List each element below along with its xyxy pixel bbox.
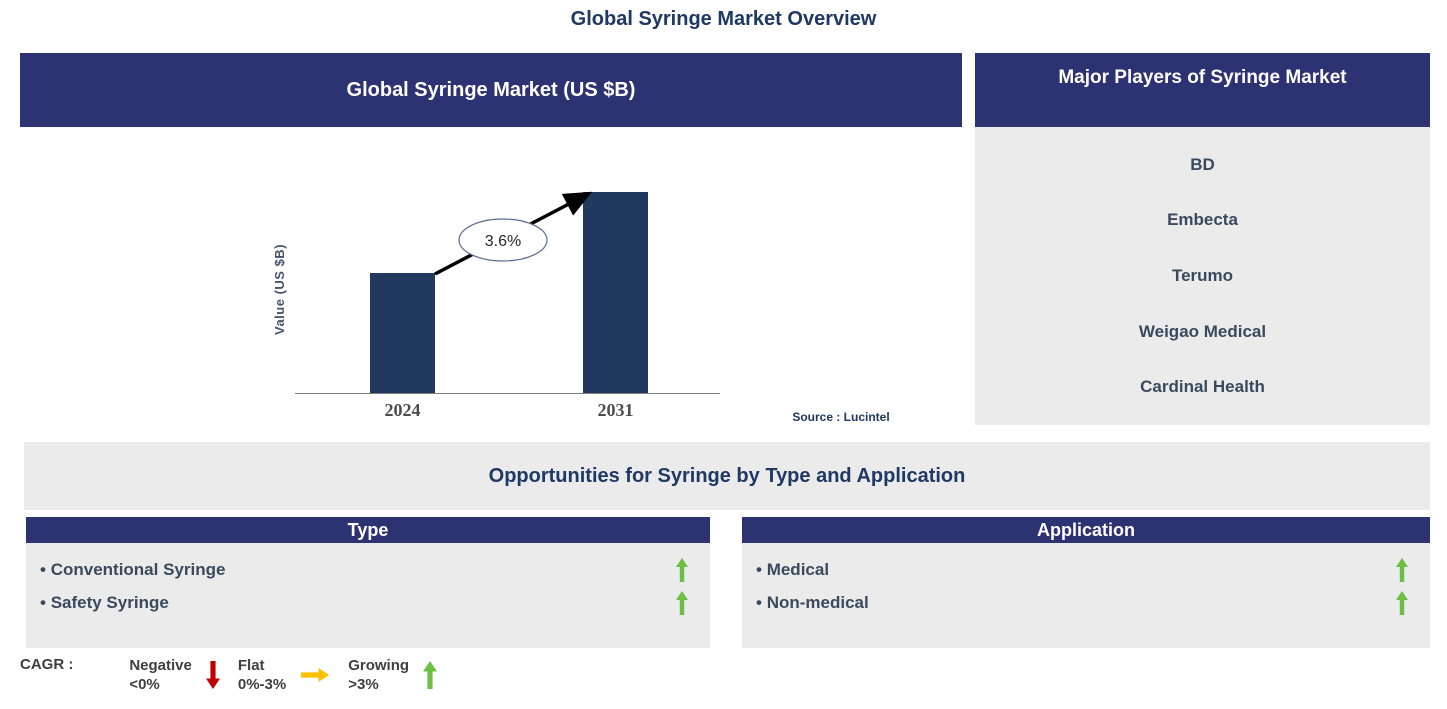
x-tick-2031: 2031 (597, 400, 634, 420)
up-arrow-icon (1396, 557, 1408, 582)
bar-chart: Value (US $B) 2024 2031 3.6% Source : Lu… (20, 127, 962, 437)
legend-range: 0%-3% (237, 676, 287, 693)
legend-range: >3% (348, 676, 379, 693)
legend-prefix: CAGR : (20, 656, 74, 673)
cagr-bubble (458, 218, 548, 262)
legend-range: <0% (129, 676, 160, 693)
list-item: Non-medical (756, 586, 1416, 619)
legend-entry-negative: Negative <0% (129, 656, 238, 694)
legend-entry-growing: Growing >3% (348, 656, 455, 694)
cagr-value: 3.6% (485, 233, 521, 250)
x-tick-2024: 2024 (384, 400, 421, 420)
application-item-label: Non-medical (756, 593, 1396, 613)
bar-2031 (583, 192, 648, 394)
up-arrow-icon (423, 661, 438, 689)
up-arrow-icon (676, 590, 688, 615)
players-panel-header: Major Players of Syringe Market (975, 53, 1430, 127)
page-title: Global Syringe Market Overview (570, 8, 877, 30)
players-list: BD Embecta Terumo Weigao Medical Cardina… (975, 127, 1430, 425)
type-box-header: Type (26, 517, 710, 543)
up-arrow-icon (676, 557, 688, 582)
type-box-body: Conventional Syringe Safety Syringe (26, 543, 710, 648)
bar-2024 (370, 273, 435, 394)
player-item: Cardinal Health (1140, 377, 1265, 397)
list-item: Safety Syringe (40, 586, 696, 619)
up-arrow-icon (1396, 590, 1408, 615)
player-item: Terumo (1171, 265, 1234, 285)
x-axis-line (295, 393, 720, 394)
cagr-arrow-annotation: 3.6% (434, 191, 593, 276)
cagr-legend: CAGR : Negative <0% Flat 0%-3% Growing >… (20, 656, 455, 694)
down-arrow-icon (205, 661, 220, 689)
legend-label: Growing (348, 657, 410, 674)
player-item: Embecta (1167, 210, 1238, 230)
legend-entry-flat: Flat 0%-3% (238, 656, 348, 694)
list-item: Medical (756, 553, 1416, 586)
type-item-label: Safety Syringe (40, 593, 676, 613)
type-item-label: Conventional Syringe (40, 560, 676, 580)
legend-label: Flat (237, 657, 265, 674)
application-box-body: Medical Non-medical (742, 543, 1430, 648)
application-item-label: Medical (756, 560, 1396, 580)
list-item: Conventional Syringe (40, 553, 696, 586)
player-item: Weigao Medical (1138, 321, 1267, 341)
legend-label: Negative (129, 657, 192, 674)
player-item: BD (1190, 154, 1215, 174)
right-arrow-icon (301, 668, 330, 682)
market-panel-header: Global Syringe Market (US $B) (20, 53, 962, 127)
opportunities-header: Opportunities for Syringe by Type and Ap… (24, 442, 1430, 510)
source-note: Source : Lucintel (792, 410, 890, 424)
application-box-header: Application (742, 517, 1430, 543)
